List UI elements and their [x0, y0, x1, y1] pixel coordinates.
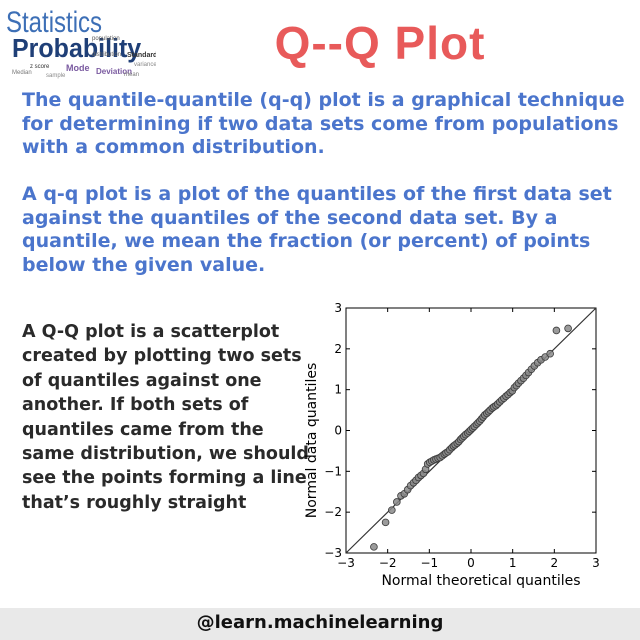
logo-word: variance [134, 62, 156, 68]
data-point [552, 326, 561, 335]
footer-bar [0, 608, 640, 640]
data-point [388, 506, 396, 514]
x-tick-label: 0 [467, 556, 475, 570]
intro-paragraph: The quantile-quantile (q-q) plot is a gr… [22, 89, 625, 158]
x-tick-label: 1 [509, 556, 517, 570]
y-tick-label: 1 [334, 383, 342, 397]
y-tick-label: 0 [334, 424, 342, 438]
statistics-logo: Statistics Probability population distribut… [6, 6, 156, 80]
logo-word: Probability [12, 33, 142, 64]
x-tick-label: 2 [551, 556, 559, 570]
logo-word: sample [46, 73, 66, 79]
y-tick-label: −3 [324, 546, 342, 560]
data-point [564, 324, 572, 333]
x-axis-label: Normal theoretical quantiles [381, 573, 580, 589]
definition-paragraph: A q-q plot is a plot of the quantiles of… [22, 183, 612, 276]
logo-word: Statistics [6, 6, 103, 40]
y-axis-label: Normal data quantiles [304, 363, 320, 518]
y-tick-label: 2 [334, 342, 342, 356]
data-point [370, 543, 378, 551]
x-tick-label: −2 [379, 556, 397, 570]
logo-word: Median [12, 70, 32, 76]
logo-word: population [92, 36, 120, 42]
logo-word: Deviation [96, 67, 133, 76]
x-tick-label: −1 [420, 556, 438, 570]
logo-word: mean [124, 72, 140, 78]
logo-word: Standard [127, 52, 156, 59]
y-tick-label: −2 [324, 505, 342, 519]
x-tick-label: −3 [337, 556, 355, 570]
logo-word: Mode [66, 63, 90, 73]
logo-word: distribution [92, 52, 122, 58]
data-point [546, 349, 554, 358]
y-tick-label: −1 [324, 464, 342, 478]
qq-plot-chart: −3 −2 −1 0 1 2 3 −3 −2 −1 0 1 2 3 Normal theoretical q… [304, 301, 600, 589]
data-point [393, 498, 401, 506]
data-point [381, 518, 390, 527]
logo-word: z score [30, 64, 50, 70]
footer-handle: @learn.machinelearning [196, 612, 444, 633]
explanation-paragraph: A Q-Q plot is a scatterplot created by p… [22, 322, 309, 513]
x-tick-label: 3 [592, 556, 600, 570]
y-tick-label: 3 [334, 301, 342, 315]
page-title: Q--Q Plot [274, 17, 486, 69]
